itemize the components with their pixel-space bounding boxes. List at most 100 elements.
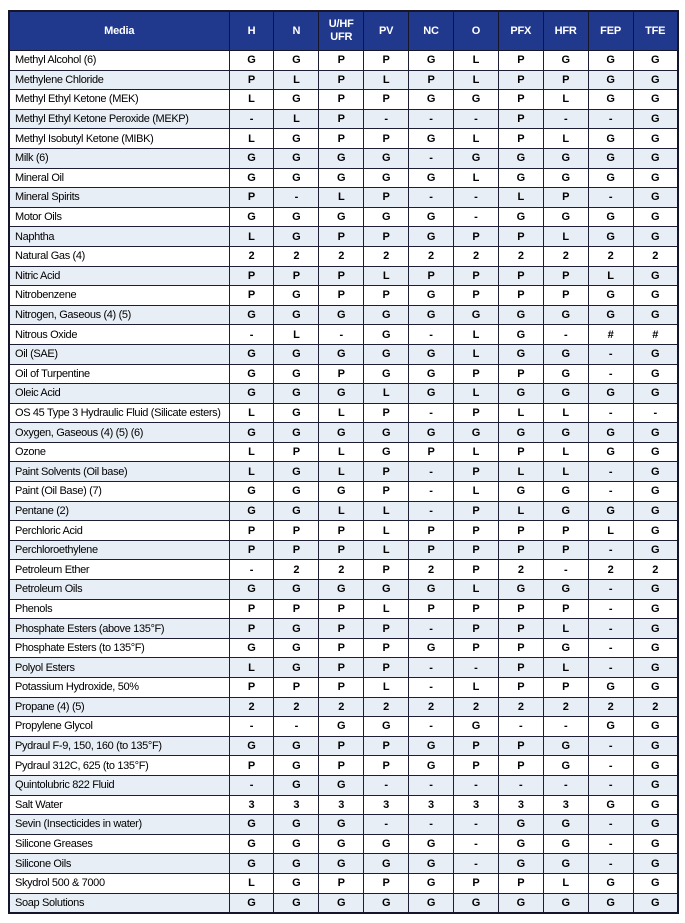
value-cell: - — [587, 539, 634, 561]
value-cell: G — [587, 89, 634, 110]
value-cell: P — [318, 363, 365, 385]
table-row: Paint Solvents (Oil base) L G L P - P L L - G — [8, 461, 679, 483]
value-cell: P — [497, 657, 544, 678]
value-cell: 2 — [318, 559, 365, 581]
value-cell: L — [587, 520, 634, 541]
value-cell: G — [273, 481, 320, 502]
value-cell: G — [273, 735, 320, 757]
value-cell: G — [408, 226, 454, 247]
value-cell: P — [228, 755, 275, 776]
value-cell: 2 — [587, 245, 634, 267]
value-cell: P — [452, 618, 499, 639]
value-cell: 3 — [452, 794, 499, 816]
value-cell: P — [273, 539, 320, 561]
value-cell: G — [318, 304, 365, 326]
value-cell: G — [452, 892, 499, 914]
value-cell: - — [542, 559, 589, 581]
column-header-pfx: PFX — [497, 10, 544, 51]
value-cell: G — [408, 579, 454, 600]
value-cell: P — [363, 461, 410, 483]
value-cell: P — [228, 265, 275, 287]
value-cell: L — [363, 265, 410, 287]
value-cell: P — [452, 520, 499, 541]
media-cell: Milk (6) — [8, 147, 230, 169]
value-cell: 2 — [497, 559, 544, 581]
value-cell: P — [497, 50, 544, 71]
table-row: Pydraul 312C, 625 (to 135°F) P G P P G P P G - G — [8, 755, 679, 776]
value-cell: G — [318, 343, 365, 365]
value-cell: L — [228, 461, 275, 483]
value-cell: P — [497, 539, 544, 561]
value-cell: G — [273, 226, 320, 247]
value-cell: P — [363, 872, 410, 894]
value-cell: G — [408, 853, 454, 874]
media-cell: Phosphate Esters (above 135°F) — [8, 618, 230, 639]
value-cell: L — [452, 441, 499, 463]
value-cell: G — [542, 892, 589, 914]
value-cell: L — [273, 108, 320, 130]
value-cell: G — [408, 872, 454, 894]
table-row: Pydraul F-9, 150, 160 (to 135°F) G G P P G P P G… — [8, 735, 679, 757]
value-cell: G — [542, 853, 589, 874]
table-row: Polyol Esters L G P P - - P L - G — [8, 657, 679, 678]
value-cell: G — [587, 441, 634, 463]
value-cell: G — [273, 383, 320, 404]
media-cell: Oxygen, Gaseous (4) (5) (6) — [8, 422, 230, 443]
table-row: Phenols P P P L P P P P - G — [8, 598, 679, 620]
value-cell: - — [228, 559, 275, 581]
value-cell: 2 — [318, 696, 365, 718]
value-cell: L — [542, 461, 589, 483]
value-cell: P — [452, 285, 499, 306]
column-header-n: N — [273, 10, 320, 51]
value-cell: P — [452, 265, 499, 287]
value-cell: G — [542, 735, 589, 757]
value-cell: G — [632, 285, 679, 306]
media-cell: Methyl Ethyl Ketone (MEK) — [8, 89, 230, 110]
value-cell: P — [542, 69, 589, 91]
column-header-h: H — [228, 10, 275, 51]
value-cell: # — [632, 324, 679, 345]
value-cell: G — [273, 343, 320, 365]
value-cell: P — [497, 872, 544, 894]
value-cell: G — [632, 50, 679, 71]
value-cell: G — [542, 147, 589, 169]
value-cell: P — [228, 285, 275, 306]
value-cell: - — [408, 324, 454, 345]
value-cell: - — [542, 324, 589, 345]
value-cell: L — [228, 402, 275, 424]
value-cell: P — [273, 441, 320, 463]
value-cell: L — [452, 324, 499, 345]
value-cell: G — [632, 618, 679, 639]
value-cell: P — [408, 598, 454, 620]
value-cell: - — [587, 657, 634, 678]
value-cell: P — [497, 128, 544, 149]
value-cell: G — [273, 128, 320, 149]
media-cell: Nitrogen, Gaseous (4) (5) — [8, 304, 230, 326]
value-cell: G — [632, 716, 679, 737]
value-cell: G — [632, 755, 679, 776]
media-cell: Methyl Isobutyl Ketone (MIBK) — [8, 128, 230, 149]
value-cell: L — [363, 500, 410, 522]
value-cell: G — [273, 500, 320, 522]
value-cell: P — [318, 265, 365, 287]
value-cell: 2 — [632, 559, 679, 581]
value-cell: G — [318, 716, 365, 737]
table-row: Oil (SAE) G G G G G L G G - G — [8, 343, 679, 365]
value-cell: G — [363, 716, 410, 737]
value-cell: G — [632, 637, 679, 659]
table-row: Skydrol 500 & 7000 L G P P G P P L G G — [8, 872, 679, 894]
value-cell: G — [363, 363, 410, 385]
value-cell: G — [318, 147, 365, 169]
value-cell: P — [228, 69, 275, 91]
value-cell: L — [452, 481, 499, 502]
value-cell: G — [587, 147, 634, 169]
value-cell: P — [497, 265, 544, 287]
value-cell: P — [318, 69, 365, 91]
value-cell: P — [273, 677, 320, 698]
value-cell: 2 — [542, 696, 589, 718]
value-cell: G — [542, 422, 589, 443]
table-body: Methyl Alcohol (6) G G P P G L P G G G Methylene Ch… — [8, 50, 679, 914]
value-cell: L — [587, 265, 634, 287]
value-cell: G — [632, 500, 679, 522]
value-cell: G — [228, 637, 275, 659]
